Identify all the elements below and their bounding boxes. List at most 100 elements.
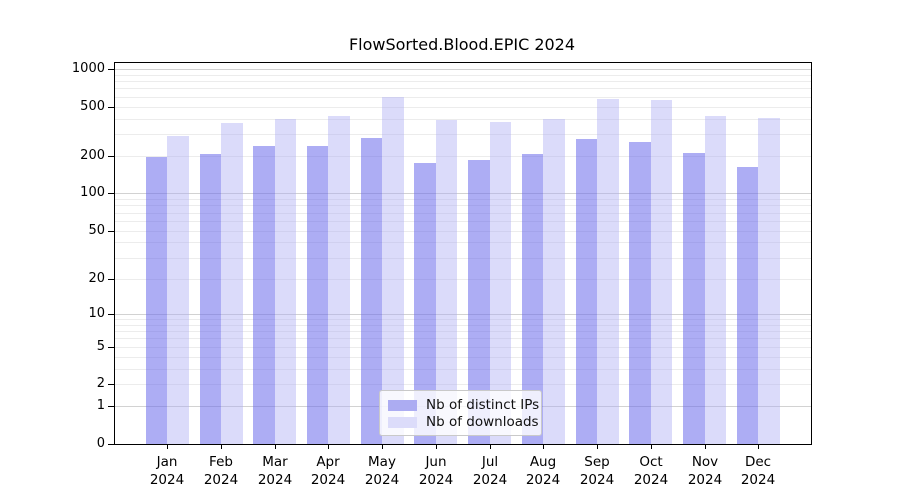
x-tick-year: 2024 xyxy=(364,472,400,488)
gridline-major xyxy=(115,69,811,70)
x-tick-label: Nov 2024 xyxy=(673,453,737,489)
x-tick-mark xyxy=(543,444,544,449)
bar-downloads-apr xyxy=(328,115,350,444)
bar-distinct-ips-dec xyxy=(736,167,759,444)
x-tick-mark xyxy=(705,444,706,449)
x-tick-year: 2024 xyxy=(257,472,293,488)
y-tick-label: 200 xyxy=(80,148,105,163)
gridline-minor xyxy=(115,258,811,259)
gridline-minor xyxy=(115,75,811,76)
x-tick-mark xyxy=(221,444,222,449)
gridline-minor xyxy=(115,156,811,157)
x-tick-mark xyxy=(651,444,652,449)
legend-label-distinct-ips: Nb of distinct IPs xyxy=(426,397,540,413)
y-tick-mark xyxy=(108,156,114,157)
x-tick-label: Apr 2024 xyxy=(296,453,360,489)
gridline-minor xyxy=(115,88,811,89)
x-tick-month: Dec xyxy=(744,454,772,470)
y-tick-label: 100 xyxy=(80,185,105,200)
gridline-minor xyxy=(115,205,811,206)
x-tick-year: 2024 xyxy=(418,472,454,488)
y-tick-label: 2 xyxy=(96,376,105,391)
bar-distinct-ips-mar xyxy=(253,145,275,444)
y-tick-mark xyxy=(108,231,114,232)
x-tick-month: Nov xyxy=(691,454,719,470)
gridline-minor xyxy=(115,338,811,339)
y-tick-label: 20 xyxy=(88,271,105,286)
x-tick-mark xyxy=(275,444,276,449)
x-tick-year: 2024 xyxy=(740,472,776,488)
bar-distinct-ips-jul xyxy=(468,160,490,444)
gridline-minor xyxy=(115,97,811,98)
y-tick-mark xyxy=(108,314,114,315)
bar-downloads-jan xyxy=(167,136,189,444)
x-tick-month: Aug xyxy=(529,454,557,470)
y-tick-label: 500 xyxy=(80,99,105,114)
bar-downloads-nov xyxy=(704,115,727,444)
x-tick-month: May xyxy=(368,454,396,470)
bar-distinct-ips-feb xyxy=(199,153,222,444)
x-tick-label: Sep 2024 xyxy=(565,453,629,489)
bar-distinct-ips-nov xyxy=(683,152,705,444)
bar-downloads-may xyxy=(382,96,404,444)
gridline-minor xyxy=(115,199,811,200)
gridline-minor xyxy=(115,369,811,370)
gridline-major xyxy=(115,193,811,194)
x-tick-month: Apr xyxy=(316,454,340,470)
gridline-minor xyxy=(115,242,811,243)
legend-item-distinct-ips: Nb of distinct IPs xyxy=(388,397,539,413)
gridline-minor xyxy=(115,81,811,82)
x-tick-year: 2024 xyxy=(525,472,561,488)
y-tick-label: 10 xyxy=(88,306,105,321)
y-tick-mark xyxy=(108,347,114,348)
legend-label-downloads: Nb of downloads xyxy=(426,414,539,430)
y-axis-ticks: 1000 500 200 100 50 20 10 5 2 1 0 xyxy=(72,61,811,451)
x-tick-month: Jan xyxy=(156,454,178,470)
bar-downloads-feb xyxy=(221,122,243,444)
gridline-minor xyxy=(115,279,811,280)
bar-downloads-jul xyxy=(489,121,512,444)
x-tick-label: Jul 2024 xyxy=(458,453,522,489)
chart-title: FlowSorted.Blood.EPIC 2024 xyxy=(348,35,576,54)
x-tick-month: Feb xyxy=(209,454,233,470)
bar-downloads-dec xyxy=(758,117,780,444)
y-tick-label: 0 xyxy=(96,436,105,451)
gridline-minor xyxy=(115,319,811,320)
bar-distinct-ips-apr xyxy=(306,145,329,444)
x-tick-mark xyxy=(436,444,437,449)
x-tick-year: 2024 xyxy=(203,472,239,488)
y-tick-mark xyxy=(108,384,114,385)
gridline-minor xyxy=(115,384,811,385)
x-tick-mark xyxy=(328,444,329,449)
x-tick-mark xyxy=(167,444,168,449)
x-tick-month: Oct xyxy=(639,454,663,470)
y-tick-mark xyxy=(108,69,114,70)
x-tick-mark xyxy=(382,444,383,449)
gridline-minor xyxy=(115,134,811,135)
bars-layer xyxy=(115,63,811,444)
legend: Nb of distinct IPs Nb of downloads xyxy=(379,390,542,436)
bar-distinct-ips-sep xyxy=(575,138,598,444)
gridline-minor xyxy=(115,231,811,232)
bar-downloads-mar xyxy=(274,119,297,444)
y-tick-label: 1000 xyxy=(71,61,105,76)
y-tick-mark xyxy=(108,406,114,407)
x-tick-label: Oct 2024 xyxy=(619,453,683,489)
plot-area: 1000 500 200 100 50 20 10 5 2 1 0 Jan 2024 Feb 2024 Ma… xyxy=(72,61,812,488)
gridline-minor xyxy=(115,213,811,214)
x-tick-year: 2024 xyxy=(149,472,185,488)
y-tick-mark xyxy=(108,193,114,194)
gridline-major xyxy=(115,314,811,315)
gridline-minor xyxy=(115,331,811,332)
y-tick-mark xyxy=(108,107,114,108)
x-tick-mark xyxy=(597,444,598,449)
x-tick-year: 2024 xyxy=(633,472,669,488)
x-tick-year: 2024 xyxy=(579,472,615,488)
y-tick-label: 5 xyxy=(96,339,105,354)
y-tick-mark xyxy=(108,444,114,445)
x-tick-year: 2024 xyxy=(687,472,723,488)
x-tick-label: Aug 2024 xyxy=(511,453,575,489)
legend-swatch-distinct-ips xyxy=(388,399,417,411)
bar-distinct-ips-oct xyxy=(629,142,651,444)
